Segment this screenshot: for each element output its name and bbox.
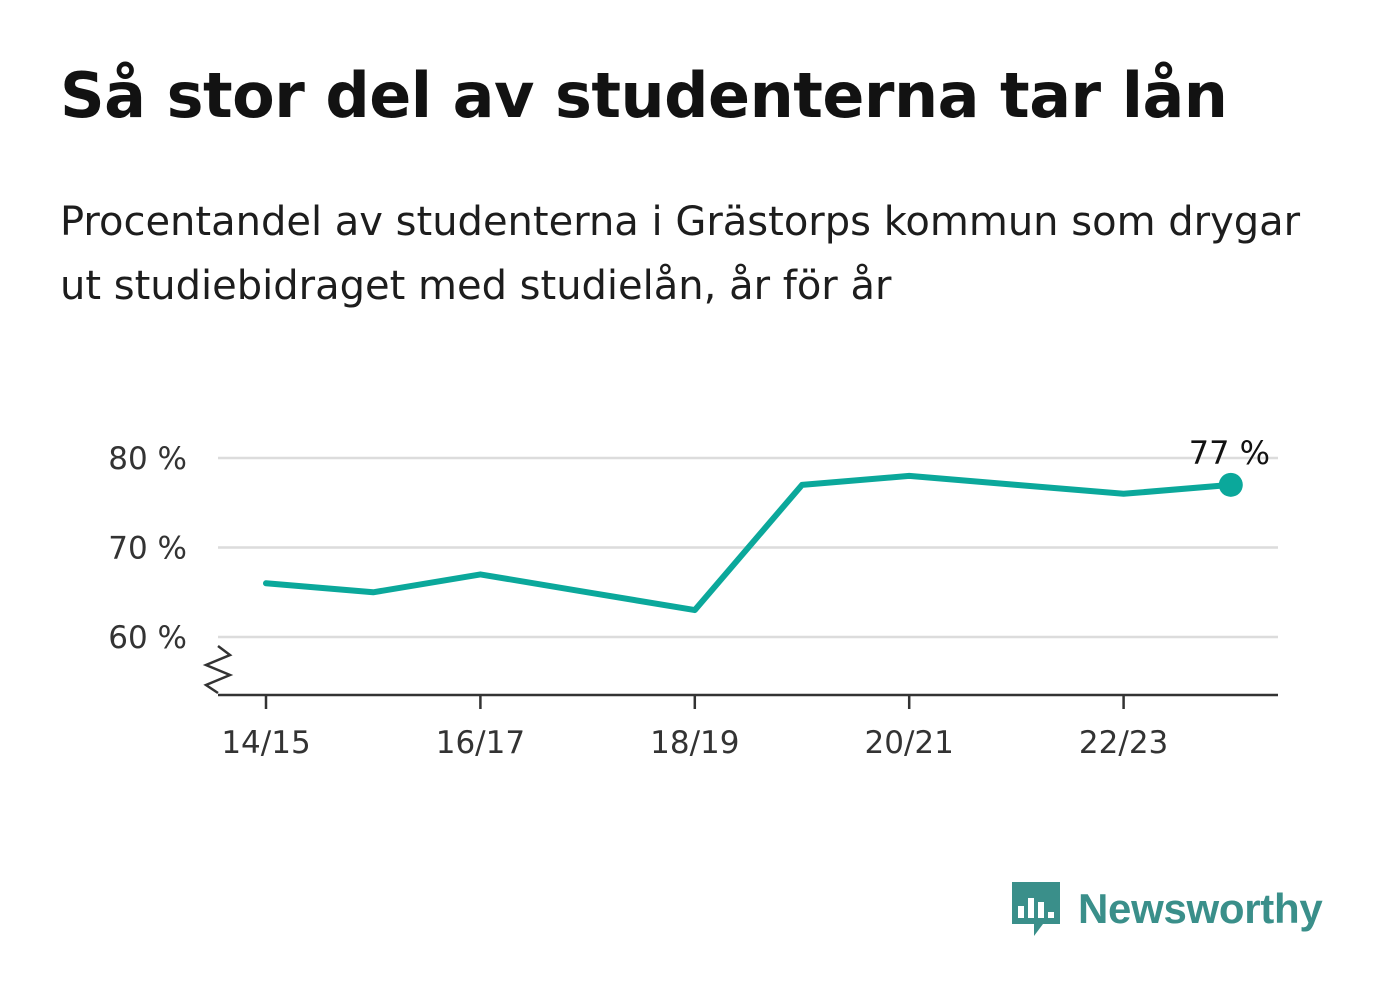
x-tick-label: 16/17 <box>436 725 525 761</box>
x-tick-label: 14/15 <box>221 725 310 761</box>
y-tick-label: 80 % <box>108 441 187 477</box>
x-tick-label: 22/23 <box>1079 725 1168 761</box>
x-axis-labels: 14/15 16/17 18/19 20/21 22/23 <box>221 725 1168 761</box>
brand-name: Newsworthy <box>1078 885 1323 932</box>
chart-subtitle: Procentandel av studenterna i Grästorps … <box>60 199 1301 309</box>
end-value-label: 77 % <box>1189 434 1270 472</box>
y-axis-labels: 60 % 70 % 80 % <box>108 441 187 656</box>
y-tick-label: 70 % <box>108 531 187 567</box>
chart-title: Så stor del av studenterna tar lån <box>60 59 1228 132</box>
y-tick-label: 60 % <box>108 620 187 656</box>
axis-break-icon <box>202 645 234 695</box>
brand-logo: Newsworthy <box>1010 878 1323 940</box>
x-tick-label: 20/21 <box>865 725 954 761</box>
data-labels: 77 % <box>1189 434 1270 472</box>
series-end-point <box>1218 472 1243 497</box>
newsworthy-logo-icon <box>1012 882 1060 936</box>
x-tick-label: 18/19 <box>650 725 739 761</box>
series-layer <box>263 472 1243 614</box>
series-line <box>263 472 1234 614</box>
x-axis <box>202 645 1278 709</box>
